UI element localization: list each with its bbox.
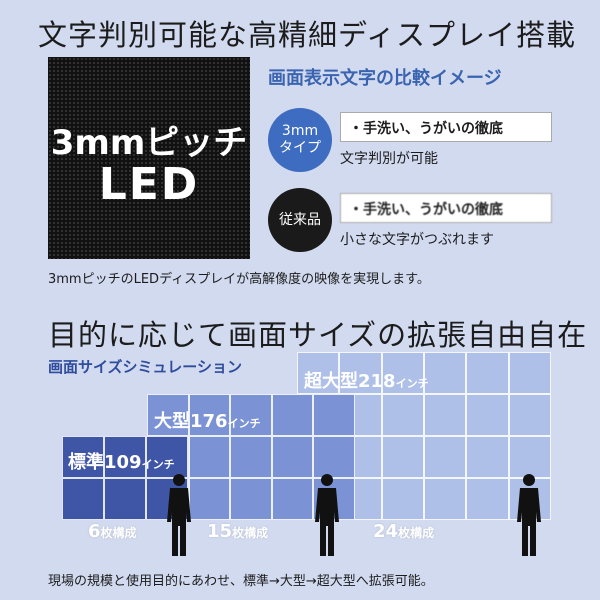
screen-panel-cell [423, 478, 467, 520]
panel-count-large: 15枚構成 [207, 521, 268, 542]
screen-panel-cell [508, 352, 551, 394]
screen-panel-cell [423, 352, 467, 394]
screen-panel-cell [508, 394, 551, 436]
count-value: 24 [373, 521, 399, 542]
size-label-standard: 標準109インチ [68, 448, 175, 474]
caption-conventional: 小さな文字がつぶれます [340, 232, 494, 248]
size-unit: インチ [395, 377, 429, 390]
screen-panel-cell [188, 436, 231, 478]
screen-panel-cell [230, 478, 272, 520]
screen-panel-cell [188, 478, 231, 520]
person-silhouette-icon [315, 474, 339, 556]
screen-panel-cell [271, 436, 314, 478]
screen-panel-cell [271, 478, 314, 520]
screen-panel-cell [230, 436, 272, 478]
sample-text-3mm: ・手洗い、うがいの徹底 [340, 112, 552, 142]
simulation-title: 画面サイズシミュレーション [48, 358, 242, 376]
screen-panel-cell [188, 394, 231, 436]
screen-panel-cell [381, 352, 424, 394]
size-label-extra-large: 超大型218インチ [304, 367, 429, 393]
screen-panel-cell [466, 478, 509, 520]
sample-text-conventional: ・手洗い、うがいの徹底 [340, 193, 552, 223]
description-resolution: 3mmピッチのLEDディスプレイが高解像度の映像を実現します。 [48, 272, 430, 287]
badge-3mm-line2: タイプ [279, 140, 321, 156]
panel-count-standard: 6枚構成 [88, 521, 137, 542]
size-name: 大型 [154, 411, 190, 432]
screen-panel-cell [313, 394, 355, 436]
screen-panel-cell [313, 478, 355, 520]
screen-panel-cell [271, 394, 314, 436]
section-title-screen-size: 目的に応じて画面サイズの拡張自由自在 [48, 318, 588, 352]
count-value: 6 [88, 521, 101, 542]
size-value: 109 [104, 452, 142, 473]
badge-3mm-line1: 3mm [281, 123, 319, 140]
description-expansion: 現場の規模と使用目的にあわせ、標準→大型→超大型へ拡張可能。 [48, 574, 434, 589]
size-name: 標準 [68, 452, 104, 473]
screen-panel-cell [466, 352, 509, 394]
size-value: 176 [190, 411, 228, 432]
screen-panel-cell [381, 394, 424, 436]
screen-panel-cell [381, 436, 424, 478]
caption-3mm: 文字判別が可能 [340, 151, 438, 167]
size-value: 218 [358, 371, 396, 392]
size-name: 超大型 [304, 371, 358, 392]
count-unit: 枚構成 [232, 526, 269, 540]
screen-panel-cell [62, 436, 104, 478]
badge-3mm-type: 3mm タイプ [268, 108, 332, 172]
section-title-display: 文字判別可能な高精細ディスプレイ搭載 [38, 18, 576, 52]
screen-panel-cell [381, 478, 424, 520]
screen-panel-cell [146, 436, 188, 478]
led-label: LED [98, 159, 200, 210]
led-panel-image: 3mmピッチ LED [48, 57, 250, 259]
screen-panel-cell [313, 436, 355, 478]
screen-panel-cell [104, 478, 146, 520]
screen-grid-standard [62, 436, 188, 520]
screen-panel-cell [423, 394, 467, 436]
led-pitch-label: 3mmピッチ [50, 123, 248, 163]
count-unit: 枚構成 [398, 526, 435, 540]
screen-panel-cell [466, 394, 509, 436]
badge-conventional: 従来品 [268, 188, 332, 252]
comparison-title: 画面表示文字の比較イメージ [268, 68, 502, 89]
person-silhouette-icon [517, 474, 541, 556]
screen-panel-cell [297, 352, 340, 394]
screen-panel-cell [339, 352, 382, 394]
count-unit: 枚構成 [100, 526, 137, 540]
person-silhouette-icon [167, 474, 191, 556]
screen-panel-cell [104, 436, 146, 478]
size-label-large: 大型176インチ [154, 407, 261, 433]
screen-panel-cell [423, 436, 467, 478]
screen-panel-cell [230, 394, 272, 436]
screen-panel-cell [466, 436, 509, 478]
panel-count-extra-large: 24枚構成 [373, 521, 434, 542]
count-value: 15 [207, 521, 233, 542]
screen-panel-cell [147, 394, 189, 436]
screen-panel-cell [62, 478, 104, 520]
size-unit: インチ [141, 458, 175, 471]
size-unit: インチ [227, 417, 261, 430]
badge-conventional-label: 従来品 [279, 211, 321, 228]
